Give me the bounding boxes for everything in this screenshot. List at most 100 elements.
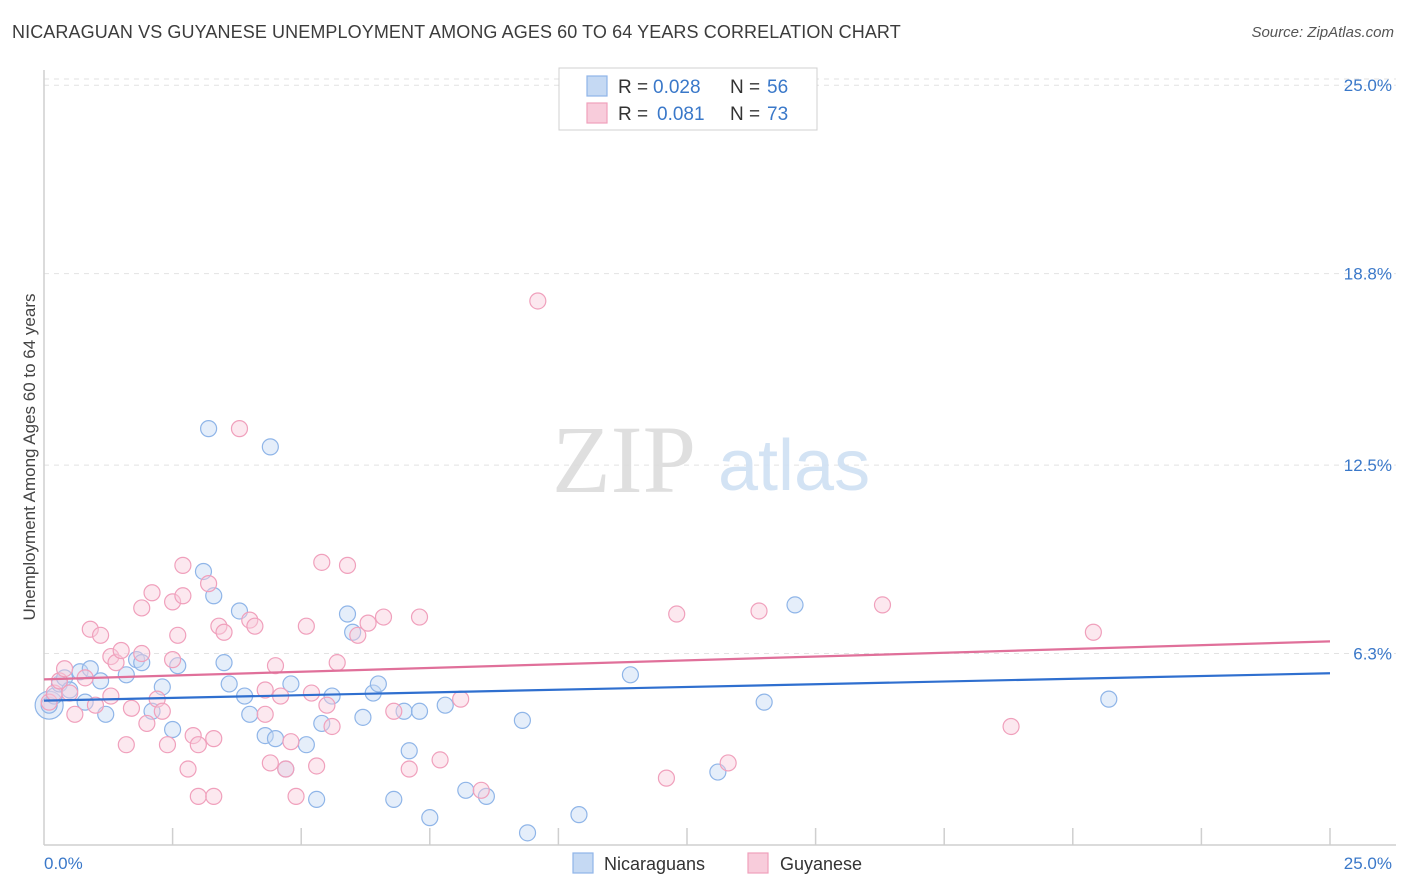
data-point-guyanese <box>102 687 120 705</box>
data-point-guyanese <box>138 714 156 733</box>
data-point-nicaraguans <box>513 711 531 729</box>
data-point-guyanese <box>117 736 135 754</box>
data-point-guyanese <box>179 760 197 778</box>
legend-r-label-0: R = <box>618 77 648 98</box>
data-point-nicaraguans <box>344 623 362 641</box>
legend-r-value-1: 0.081 <box>657 104 705 125</box>
y-tick-label: 25.0% <box>1344 76 1392 95</box>
data-point-nicaraguans <box>282 675 300 693</box>
data-point-guyanese <box>122 699 141 717</box>
data-point-nicaraguans <box>215 654 233 672</box>
bottom-legend-swatch-nicaraguans <box>572 852 594 874</box>
data-point-nicaraguans <box>421 809 439 827</box>
data-point-guyanese <box>143 584 161 602</box>
tick-labels: 6.3% 12.5% 18.8% 25.0% 0.0% 25.0% <box>44 76 1392 873</box>
data-point-guyanese <box>158 736 177 754</box>
bottom-legend-label-nicaraguans: Nicaraguans <box>604 854 705 874</box>
data-point-nicaraguans <box>1100 690 1118 708</box>
bottom-legend-label-guyanese: Guyanese <box>780 854 862 874</box>
data-point-nicaraguans <box>385 790 403 809</box>
data-point-nicaraguans <box>91 672 110 690</box>
trend-lines <box>43 640 1331 702</box>
data-point-guyanese <box>374 608 393 626</box>
data-point-guyanese <box>189 787 207 805</box>
bottom-legend: Nicaraguans Guyanese <box>572 852 862 874</box>
data-point-guyanese <box>164 651 182 669</box>
data-point-nicaraguans <box>354 708 372 726</box>
data-point-nicaraguans <box>256 726 274 745</box>
y-tick-label: 18.8% <box>1344 265 1392 284</box>
data-point-guyanese <box>174 556 192 574</box>
data-point-nicaraguans <box>200 420 218 438</box>
data-point-guyanese <box>297 617 315 635</box>
data-point-nicaraguans <box>436 696 454 714</box>
data-point-guyanese <box>189 736 207 754</box>
data-point-guyanese <box>81 620 99 638</box>
y-axis-title: Unemployment Among Ages 60 to 64 years <box>20 294 39 621</box>
legend-r-label-1: R = <box>618 104 648 125</box>
data-point-guyanese <box>169 626 187 644</box>
data-point-guyanese <box>153 702 171 720</box>
legend-n-label-0: N = <box>730 77 760 98</box>
data-point-guyanese <box>266 657 285 675</box>
data-point-guyanese <box>261 754 279 772</box>
data-point-guyanese <box>200 575 218 593</box>
data-point-nicaraguans <box>266 730 285 748</box>
data-point-guyanese <box>215 623 233 641</box>
data-point-guyanese <box>302 684 321 702</box>
data-point-guyanese <box>256 681 274 699</box>
x-tick-label: 25.0% <box>1344 854 1392 873</box>
data-point-nicaraguans <box>76 693 94 711</box>
axes <box>43 70 1396 846</box>
data-point-guyanese <box>230 420 249 438</box>
data-point-guyanese <box>174 587 192 605</box>
data-point-nicaraguans <box>261 438 279 456</box>
data-point-nicaraguans <box>117 666 135 684</box>
y-tick-label: 6.3% <box>1353 645 1392 664</box>
data-point-guyanese <box>529 292 547 310</box>
data-point-nicaraguans <box>621 666 640 684</box>
data-point-guyanese <box>66 705 84 723</box>
data-point-nicaraguans <box>241 705 259 723</box>
data-point-nicaraguans <box>338 605 357 623</box>
data-point-nicaraguans <box>313 714 331 733</box>
gridlines <box>44 78 1396 655</box>
data-point-nicaraguans <box>308 790 326 809</box>
data-point-guyanese <box>323 717 341 736</box>
y-tick-label: 12.5% <box>1344 456 1392 475</box>
data-point-guyanese <box>318 696 336 714</box>
x-tick-label: 0.0% <box>44 854 83 873</box>
data-point-guyanese <box>1084 623 1102 641</box>
data-point-nicaraguans <box>786 596 804 614</box>
data-point-guyanese <box>164 593 182 611</box>
data-point-guyanese <box>61 684 79 702</box>
data-point-guyanese <box>112 641 130 660</box>
data-point-guyanese <box>431 751 449 769</box>
data-point-guyanese <box>349 626 367 644</box>
trend-line-guyanese <box>43 640 1331 681</box>
chart-title: NICARAGUAN VS GUYANESE UNEMPLOYMENT AMON… <box>12 22 901 42</box>
legend-n-value-0: 56 <box>767 77 788 98</box>
legend-box: R = 0.028 N = 56 R = 0.081 N = 73 <box>558 67 818 131</box>
data-point-nicaraguans <box>755 693 773 711</box>
data-point-guyanese <box>184 726 202 745</box>
data-point-guyanese <box>1002 717 1020 736</box>
data-point-guyanese <box>313 553 331 571</box>
data-point-nicaraguans <box>220 675 238 693</box>
data-point-guyanese <box>719 754 737 772</box>
legend-swatch-guyanese <box>586 102 608 124</box>
data-point-guyanese <box>282 733 300 751</box>
chart-source: Source: ZipAtlas.com <box>1251 24 1394 41</box>
data-point-guyanese <box>256 705 274 723</box>
legend-n-value-1: 73 <box>767 104 788 125</box>
data-point-guyanese <box>40 693 58 711</box>
legend-r-value-0: 0.028 <box>653 77 701 98</box>
data-point-guyanese <box>338 556 357 574</box>
data-point-nicaraguans <box>369 675 387 693</box>
data-point-nicaraguans <box>323 687 341 705</box>
data-point-guyanese <box>472 781 490 799</box>
data-point-guyanese <box>86 696 105 714</box>
data-point-guyanese <box>400 760 418 778</box>
data-point-nicaraguans <box>133 654 151 672</box>
data-point-guyanese <box>55 660 74 678</box>
